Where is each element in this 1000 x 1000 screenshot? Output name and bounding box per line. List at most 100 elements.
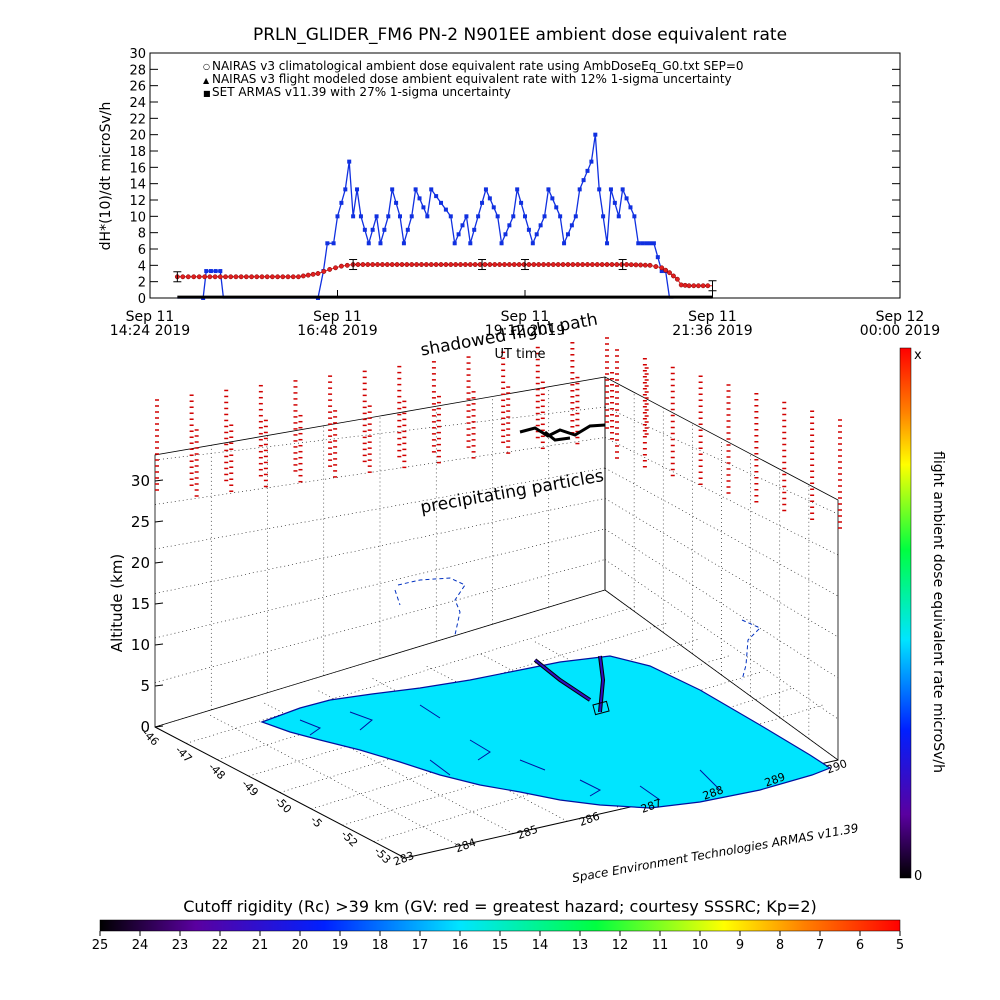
flight-path-shadow [519,423,606,442]
armas-point [476,214,481,219]
latitude-tick-label: -47 [173,743,195,765]
altitude-ticks: 0 5 10 15 20 25 30 [131,472,164,736]
armas-point [480,200,485,205]
nairas-clim-point [458,262,463,267]
nairas-clim-point [594,262,600,267]
armas-point [585,168,590,173]
particle-column [466,356,471,448]
series-nairas-clim-points [174,262,711,289]
armas-point [358,214,363,219]
legend-marker-nairas-clim: ○ [203,62,210,71]
particle-column [189,394,194,486]
armas-point [550,196,555,201]
armas-point [519,200,524,205]
latitude-tick-label: -5 [308,813,325,830]
armas-point [362,227,367,232]
nairas-clim-point [531,262,537,267]
nairas-clim-point [264,274,270,280]
nairas-clim-point [585,262,590,267]
armas-point [390,187,395,192]
armas-point [495,214,500,219]
particle-column [333,410,338,478]
y-tick-label: 26 [129,80,146,95]
altitude-gridline-right [604,406,839,515]
altitude-tick [154,602,164,605]
error-bars [173,259,717,292]
nairas-clim-point [497,262,503,267]
y-tick-label: 4 [138,259,146,274]
particle-columns [155,337,842,529]
armas-point [204,269,209,274]
nairas-clim-point [663,267,669,273]
nairas-clim-point [453,262,459,267]
precipitating-particles-label: precipitating particles [419,466,606,518]
particle-column [570,342,575,434]
nairas-clim-point [545,262,551,267]
particle-column [362,370,367,463]
nairas-clim-point [686,283,692,289]
altitude-gridline-right [604,437,839,556]
x-tick-day: Sep 12 [876,309,925,325]
particle-column-right [726,384,731,494]
nairas-clim-point [642,262,648,268]
nairas-clim-point [228,274,234,280]
altitude-gridline [154,559,606,683]
armas-point [507,223,512,228]
dose-colorbar [899,347,912,879]
nairas-clim-point [599,262,605,267]
nairas-clim-point [438,262,444,267]
altitude-gridline-right [604,528,839,679]
altitude-tick [154,684,164,687]
altitude-tick-label: 0 [140,718,150,736]
armas-point [325,241,330,246]
nairas-clim-point [628,262,634,268]
nairas-clim-point [259,274,265,280]
rigidity-tick-label: 5 [896,938,904,953]
nairas-clim-point [536,262,542,267]
nairas-clim-point [570,262,576,267]
armas-point [434,194,439,199]
nairas-clim-point [404,262,410,267]
armas-point [347,159,352,164]
armas-point [558,214,563,219]
shadow-map-right [741,619,761,681]
legend-marker-armas: ■ [203,89,211,98]
nairas-clim-point [249,274,255,280]
rigidity-colorbar-ticks: 25 24 23 22 21 20 19 18 17 16 15 14 13 12 11 10 9 8 7 6 5 [92,931,904,953]
nairas-clim-point [414,262,420,267]
particle-column [540,381,545,450]
nairas-clim-point [254,274,260,280]
armas-point [628,205,633,210]
nairas-clim-point [300,273,306,279]
nairas-clim-point [604,262,610,267]
altitude-tick [154,643,164,646]
nairas-clim-point [217,274,223,280]
altitude-tick-label: 30 [131,472,150,490]
latitude-tick-label: -50 [272,794,294,816]
armas-point [374,214,379,219]
rigidity-tick-label: 16 [452,938,469,953]
armas-point [499,241,504,246]
armas-point [448,214,453,219]
rigidity-tick-label: 12 [612,938,629,953]
armas-point [648,241,652,246]
rigidity-tick-label: 20 [292,938,309,953]
legend-marker-nairas-flight: ▲ [203,76,210,85]
nairas-clim-point [238,274,244,280]
armas-point [401,241,406,246]
armas-point [546,187,551,192]
nairas-clim-point [443,262,449,267]
particle-column [402,400,407,469]
nairas-clim-point [624,262,630,267]
longitude-tick-label: 283 [392,849,416,868]
particle-column [501,351,506,444]
nairas-clim-point [375,262,380,267]
longitude-tick-label: 285 [515,823,539,842]
nairas-clim-point [555,262,561,267]
rigidity-colorbar-title: Cutoff rigidity (Rc) >39 km (GV: red = g… [183,897,817,916]
armas-point [616,214,621,219]
dose-colorbar-label: flight ambient dose equivalent rate micr… [930,451,946,773]
rigidity-colorbar [99,919,901,932]
rigidity-tick-label: 15 [492,938,509,953]
